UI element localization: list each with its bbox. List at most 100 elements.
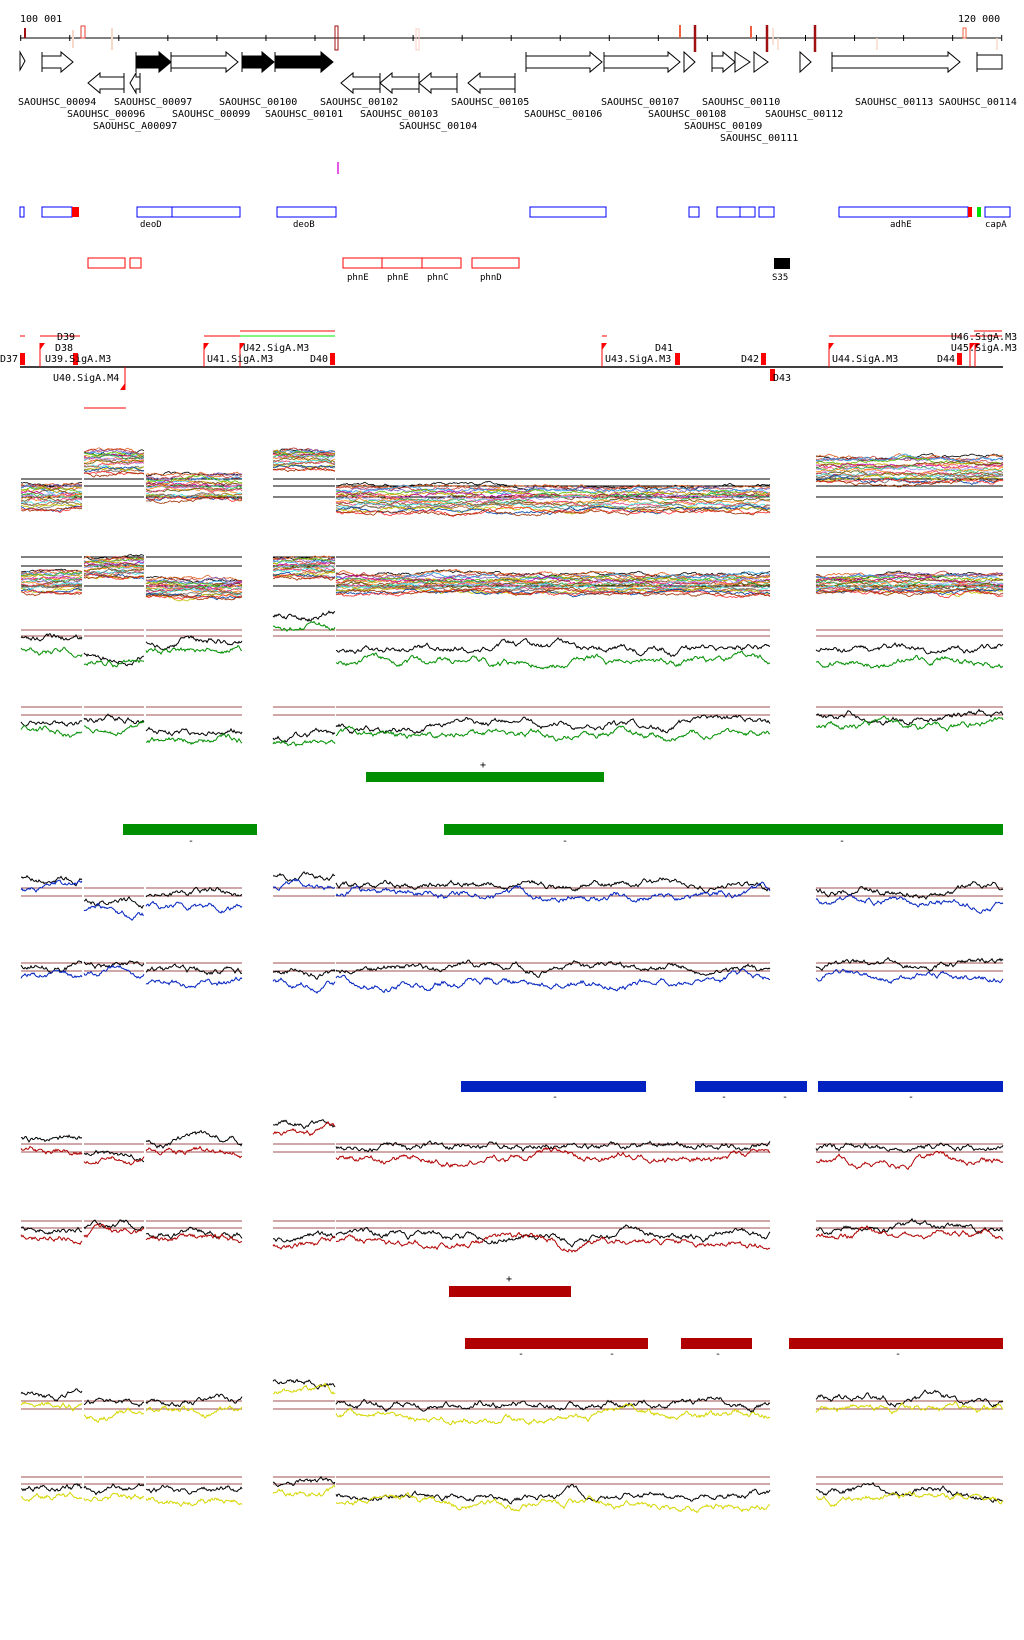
- promoter-flag: [970, 343, 975, 350]
- signal-line: [20, 720, 83, 727]
- signal-line: [145, 581, 243, 592]
- gene-label: SAOUHSC_00094: [18, 97, 96, 108]
- signal-line: [145, 733, 243, 746]
- signal-line: [335, 574, 771, 586]
- signal-line: [145, 472, 243, 481]
- signal-line: [20, 590, 83, 597]
- feature-minus-box: [381, 257, 423, 269]
- gene-arrow: [379, 71, 420, 95]
- signal-line: [335, 650, 771, 670]
- blue-track-2: [20, 956, 1004, 994]
- green-plus-segment: [366, 772, 604, 782]
- green-minus-segment: [444, 824, 1003, 835]
- signal-line: [272, 453, 336, 460]
- signal-line: [815, 1217, 1004, 1235]
- promoter-flag: [204, 343, 209, 350]
- feature-label: phnC: [427, 273, 449, 283]
- signal-line: [272, 1475, 336, 1488]
- signal-line: [335, 488, 771, 499]
- signal-line: [145, 479, 243, 488]
- signal-line: [272, 452, 336, 458]
- signal-line: [21, 582, 83, 587]
- signal-line: [815, 469, 1004, 478]
- signal-line: [335, 586, 771, 596]
- signal-line: [815, 587, 1004, 598]
- signal-line: [335, 877, 771, 894]
- signal-line: [272, 466, 336, 473]
- signal-line: [272, 610, 336, 623]
- snp-mark: [415, 28, 420, 51]
- signal-line: [20, 724, 83, 738]
- feature-plus-box: [276, 206, 337, 218]
- signal-line: [815, 715, 1004, 733]
- signal-line: [83, 1407, 145, 1424]
- signal-line: [20, 492, 83, 498]
- signal-line: [20, 481, 83, 488]
- signal-line: [83, 713, 145, 725]
- promoter-track: [20, 330, 1003, 409]
- feature-minus-box: [774, 258, 790, 269]
- promoter-flag: [120, 383, 125, 390]
- segment-strand-label: -: [518, 1349, 524, 1360]
- promoter-label: U43.SigA.M3: [605, 354, 671, 365]
- red-minus-segment: [681, 1338, 752, 1349]
- signal-line: [272, 1382, 336, 1395]
- feature-plus-box: [529, 206, 607, 218]
- segment-strand-label: +: [506, 1274, 512, 1285]
- signal-line: [83, 466, 145, 473]
- signal-line: [20, 1388, 83, 1402]
- signal-line: [815, 1225, 1004, 1240]
- promoter-flag: [602, 343, 607, 350]
- gene-arrow: [734, 51, 751, 73]
- signal-line: [146, 1226, 243, 1240]
- feature-plus-box: [41, 206, 73, 218]
- signal-line: [335, 506, 771, 518]
- promoter-label: D37: [0, 354, 18, 365]
- signal-line: [145, 471, 243, 478]
- signal-line: [83, 569, 145, 577]
- segment-strand-label: -: [188, 836, 194, 847]
- feature-minus-box: [342, 257, 383, 269]
- snp-mark: [334, 25, 339, 51]
- gene-label: SAOUHSC_00102: [320, 97, 398, 108]
- signal-line: [20, 582, 83, 590]
- red-track-2: [20, 1217, 1004, 1253]
- gene-arrow: [525, 50, 603, 74]
- signal-line: [145, 593, 243, 601]
- signal-line: [20, 589, 83, 595]
- signal-line: [20, 506, 83, 512]
- signal-line: [272, 567, 336, 573]
- expression-track-2: [20, 554, 1004, 602]
- gene-arrow: [241, 50, 275, 74]
- feature-plus-box: [136, 206, 173, 218]
- signal-line: [335, 725, 770, 742]
- feature-plus-box: [758, 206, 775, 218]
- signal-line: [815, 1150, 1004, 1171]
- green-track-1: [20, 610, 1004, 670]
- feature-label: deoB: [293, 220, 315, 230]
- signal-line: [335, 582, 771, 592]
- signal-line: [20, 1491, 83, 1503]
- signal-line: [83, 557, 145, 564]
- promoter-label: U45.SigA.M3: [951, 343, 1017, 354]
- signal-line: [815, 894, 1004, 914]
- segment-strand-label: +: [480, 760, 486, 771]
- signal-line: [815, 1142, 1004, 1153]
- signal-line: [335, 504, 771, 515]
- segment-strand-label: -: [552, 1092, 558, 1103]
- feature-label: phnE: [347, 273, 369, 283]
- gene-arrow: [603, 50, 681, 74]
- signal-line: [815, 579, 1004, 589]
- signal-line: [815, 477, 1004, 485]
- signal-line: [272, 557, 336, 564]
- feature-minus-box: [421, 257, 462, 269]
- signal-line: [815, 453, 1004, 462]
- feature-plus-box: [739, 206, 756, 218]
- gene-arrow: [170, 50, 239, 74]
- promoter-label: D44: [937, 354, 955, 365]
- signal-line: [83, 470, 145, 478]
- signal-line: [83, 720, 145, 737]
- promoter-label: D39: [57, 332, 75, 343]
- gene-arrow: [976, 52, 1003, 72]
